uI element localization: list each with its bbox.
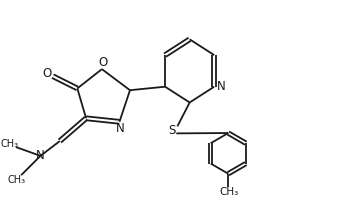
Text: CH₃: CH₃ xyxy=(1,139,19,149)
Text: N: N xyxy=(116,122,124,135)
Text: CH₃: CH₃ xyxy=(8,175,26,185)
Text: S: S xyxy=(168,124,176,137)
Text: CH₃: CH₃ xyxy=(219,187,239,197)
Text: O: O xyxy=(98,56,107,69)
Text: O: O xyxy=(43,67,52,80)
Text: N: N xyxy=(217,80,225,93)
Text: N: N xyxy=(36,149,45,162)
